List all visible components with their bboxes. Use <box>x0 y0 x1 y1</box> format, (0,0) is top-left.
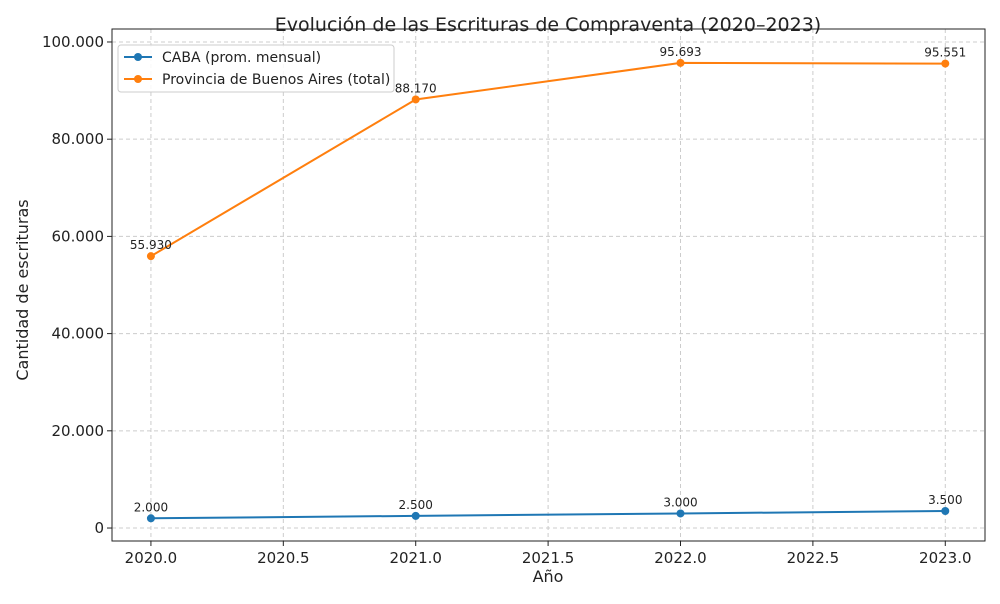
data-point <box>411 95 420 104</box>
data-point <box>941 59 950 68</box>
data-label: 2.000 <box>134 500 168 514</box>
x-tick-label: 2021.0 <box>389 549 442 567</box>
y-tick-label: 40.000 <box>52 325 105 343</box>
series-line-1 <box>150 61 946 258</box>
grid <box>112 29 985 541</box>
data-point <box>676 509 685 518</box>
x-tick-label: 2020.0 <box>125 549 178 567</box>
chart-title: Evolución de las Escrituras de Compraven… <box>275 14 821 36</box>
x-tick-label: 2020.5 <box>257 549 310 567</box>
data-label: 3.500 <box>928 493 962 507</box>
data-point <box>411 511 420 520</box>
y-tick-label: 80.000 <box>52 130 105 148</box>
data-label: 95.693 <box>659 45 701 59</box>
x-tick-label: 2021.5 <box>522 549 575 567</box>
y-tick-label: 0 <box>94 519 104 537</box>
y-tick-label: 100.000 <box>42 33 104 51</box>
legend-label-caba: CABA (prom. mensual) <box>162 50 321 66</box>
data-label: 2.500 <box>399 498 433 512</box>
y-tick-label: 60.000 <box>52 227 105 245</box>
x-tick-label: 2022.0 <box>654 549 707 567</box>
data-label: 55.930 <box>130 238 172 252</box>
legend-marker-pba <box>134 75 142 83</box>
legend-label-pba: Provincia de Buenos Aires (total) <box>162 72 390 88</box>
data-point <box>146 252 155 261</box>
series-line-0 <box>150 510 946 520</box>
ticks: 2020.0 2020.5 2021.0 2021.5 2022.0 2022.5 2023… <box>42 33 972 567</box>
data-label: 3.000 <box>663 495 697 509</box>
data-label: 88.170 <box>395 81 437 95</box>
legend: CABA (prom. mensual) Provincia de Buenos… <box>117 44 395 93</box>
x-tick-label: 2023.0 <box>919 549 972 567</box>
x-tick-label: 2022.5 <box>787 549 840 567</box>
y-axis-label: Cantidad de escrituras <box>13 199 32 380</box>
legend-marker-caba <box>134 53 142 61</box>
data-point <box>146 514 155 523</box>
x-axis-label: Año <box>533 567 564 586</box>
data-point <box>676 58 685 67</box>
y-tick-label: 20.000 <box>52 422 105 440</box>
data-point <box>941 507 950 516</box>
legend-box <box>117 44 395 93</box>
series-layer: 2.000 2.500 3.000 3.500 55.930 88.170 95.693 95… <box>130 45 966 523</box>
data-label: 95.551 <box>924 46 966 60</box>
